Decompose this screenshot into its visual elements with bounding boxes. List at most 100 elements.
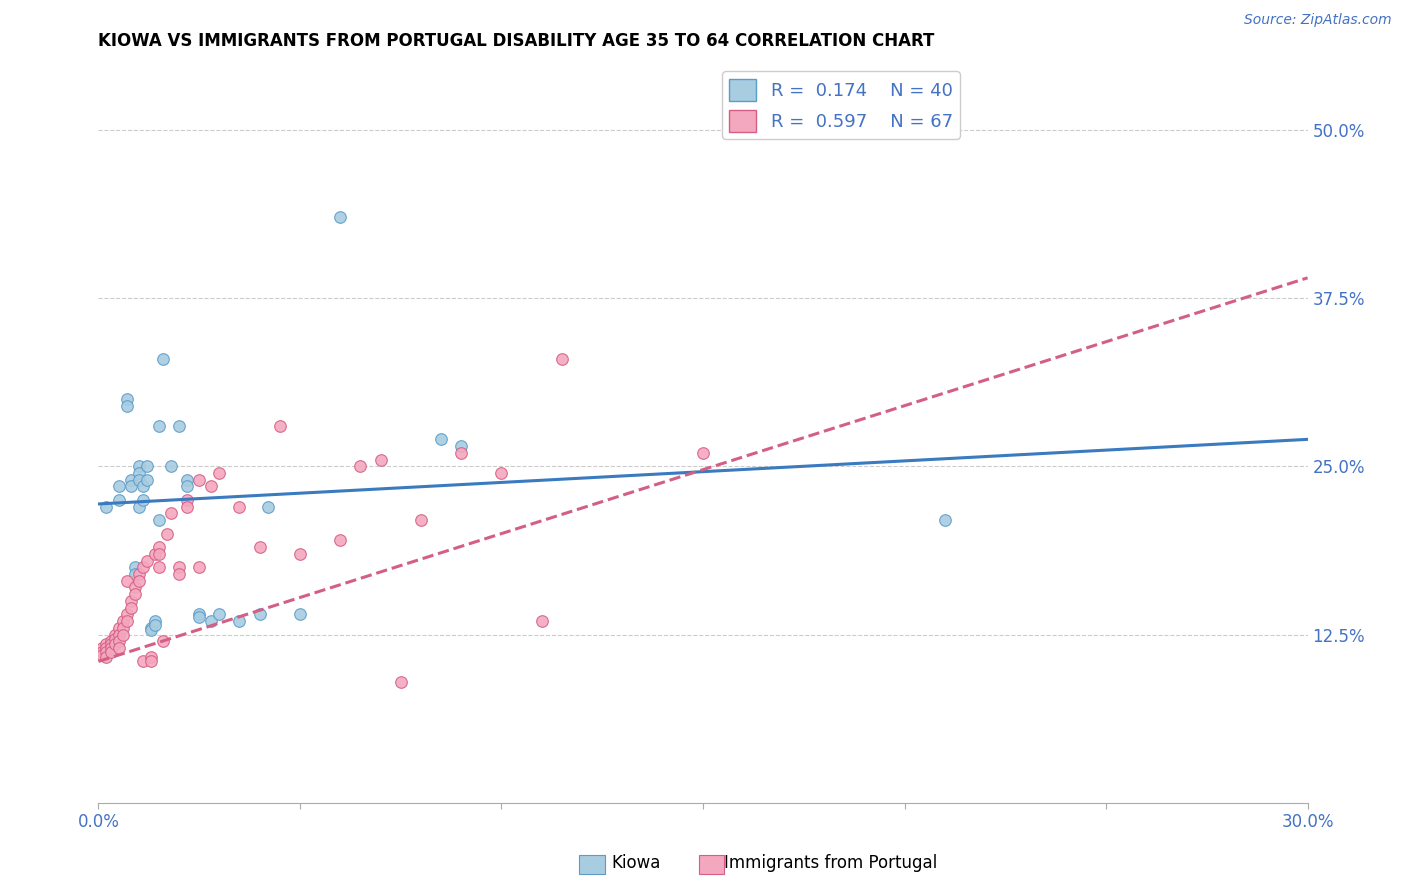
Point <box>120 594 142 608</box>
Point <box>100 634 122 648</box>
Point <box>128 466 150 480</box>
Point <box>103 632 125 646</box>
Point <box>111 621 134 635</box>
Point <box>152 351 174 366</box>
Point <box>143 547 166 561</box>
Point <box>100 637 122 651</box>
Point <box>124 566 146 581</box>
Point <box>148 560 170 574</box>
Point <box>200 479 222 493</box>
Point <box>491 466 513 480</box>
Point <box>107 627 129 641</box>
Point <box>103 637 125 651</box>
Point <box>228 500 250 514</box>
Point <box>139 621 162 635</box>
Point <box>91 640 114 655</box>
Point <box>389 674 412 689</box>
Point <box>107 634 129 648</box>
Point <box>111 614 134 628</box>
Point <box>329 533 352 548</box>
Point <box>148 418 170 433</box>
Point <box>176 473 198 487</box>
Point <box>91 648 114 662</box>
Point <box>132 492 155 507</box>
Point <box>107 492 129 507</box>
Point <box>200 614 222 628</box>
Point <box>288 547 311 561</box>
Text: Immigrants from Portugal: Immigrants from Portugal <box>724 855 938 872</box>
Point <box>349 459 371 474</box>
Point <box>115 399 138 413</box>
Point <box>143 618 166 632</box>
Point <box>139 624 162 638</box>
Point <box>176 500 198 514</box>
Point <box>249 540 271 554</box>
Point <box>115 574 138 588</box>
Point <box>288 607 311 622</box>
Point <box>160 459 183 474</box>
Point <box>148 540 170 554</box>
Point <box>96 637 118 651</box>
Point <box>167 566 190 581</box>
Point <box>139 650 162 665</box>
Point <box>128 574 150 588</box>
Point <box>132 655 155 669</box>
Point <box>135 553 157 567</box>
Point <box>143 614 166 628</box>
Point <box>120 600 142 615</box>
Point <box>96 640 118 655</box>
Point <box>115 614 138 628</box>
Point <box>135 473 157 487</box>
Point <box>208 607 231 622</box>
Point <box>430 433 453 447</box>
Point <box>530 614 553 628</box>
Point <box>128 566 150 581</box>
Point <box>188 473 211 487</box>
Point <box>167 418 190 433</box>
Point <box>370 452 392 467</box>
Point <box>107 640 129 655</box>
Point <box>934 513 956 527</box>
Point <box>96 500 118 514</box>
Point <box>124 560 146 574</box>
Text: KIOWA VS IMMIGRANTS FROM PORTUGAL DISABILITY AGE 35 TO 64 CORRELATION CHART: KIOWA VS IMMIGRANTS FROM PORTUGAL DISABI… <box>98 32 935 50</box>
Point <box>256 500 278 514</box>
Point <box>128 500 150 514</box>
Point <box>139 655 162 669</box>
Point <box>176 492 198 507</box>
Point <box>188 560 211 574</box>
Point <box>450 439 472 453</box>
Point <box>409 513 432 527</box>
Point <box>132 560 155 574</box>
Point <box>188 607 211 622</box>
Point <box>103 627 125 641</box>
Point <box>100 640 122 655</box>
Point <box>115 607 138 622</box>
Point <box>115 392 138 406</box>
Point <box>111 627 134 641</box>
Point <box>96 645 118 659</box>
Point <box>269 418 291 433</box>
Point <box>148 547 170 561</box>
Text: Source: ZipAtlas.com: Source: ZipAtlas.com <box>1244 13 1392 28</box>
Point <box>450 446 472 460</box>
Point <box>551 351 574 366</box>
Point <box>107 621 129 635</box>
Point <box>148 513 170 527</box>
Point <box>96 650 118 665</box>
Point <box>128 459 150 474</box>
Point <box>176 479 198 493</box>
Point <box>167 560 190 574</box>
Text: Kiowa: Kiowa <box>612 855 661 872</box>
Point <box>249 607 271 622</box>
Point <box>692 446 714 460</box>
Point <box>228 614 250 628</box>
Point <box>120 479 142 493</box>
Point <box>124 587 146 601</box>
Point <box>120 473 142 487</box>
Point <box>128 473 150 487</box>
Point <box>329 211 352 225</box>
Point <box>156 526 179 541</box>
Point <box>135 459 157 474</box>
Point <box>208 466 231 480</box>
